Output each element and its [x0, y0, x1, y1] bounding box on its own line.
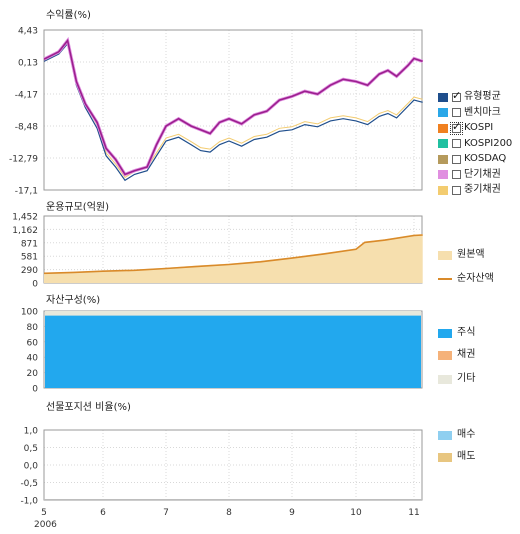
- aum-y-tick-label: 1,452: [12, 213, 38, 223]
- assets-y-tick-label: 60: [27, 338, 39, 348]
- legend-returns-label: 유형평균: [464, 91, 501, 102]
- x-tick-label: 9: [289, 508, 295, 518]
- returns-y-tick-label: -12,79: [9, 155, 38, 165]
- assets-y-tick-label: 80: [27, 323, 39, 333]
- legend-stock: 주식: [438, 326, 475, 340]
- legend-checkbox[interactable]: [452, 185, 461, 195]
- returns-plot-frame: [43, 29, 423, 191]
- legend-principal-label: 원본액: [457, 249, 485, 260]
- legend-returns-label: 벤치마크: [464, 106, 501, 118]
- principal-swatch: [438, 250, 452, 260]
- legend-returns-item[interactable]: 중기채권: [438, 183, 501, 197]
- legend-checkbox[interactable]: [452, 170, 461, 179]
- legend-bond: 채권: [438, 348, 475, 362]
- legend-buy-label: 매수: [457, 429, 476, 440]
- legend-color-swatch: [438, 123, 448, 133]
- bond-swatch: [438, 350, 452, 360]
- legend-sell-label: 매도: [457, 451, 476, 462]
- legend-other: 기타: [438, 372, 475, 386]
- legend-returns-label: KOSDAQ: [464, 153, 507, 164]
- assets-title: 자산구성(%): [46, 294, 100, 306]
- other-swatch: [438, 374, 452, 384]
- legend-color-swatch: [438, 139, 448, 148]
- legend-checkbox[interactable]: [452, 89, 461, 103]
- legend-color-swatch: [438, 154, 448, 164]
- stock-swatch: [438, 328, 452, 338]
- legend-returns-item[interactable]: 벤치마크: [438, 106, 501, 120]
- sell-swatch: [438, 452, 452, 462]
- returns-line-ref: [43, 39, 423, 179]
- assets-area-stock: [45, 315, 421, 388]
- legend-returns-item[interactable]: KOSPI200: [438, 137, 512, 151]
- legend-net-assets-label: 순자산액: [457, 273, 494, 284]
- futures-title: 선물포지션 비율(%): [46, 401, 131, 413]
- returns-title: 수익률(%): [46, 9, 91, 21]
- net-assets-swatch: [438, 278, 452, 280]
- assets-y-tick-label: 100: [21, 308, 38, 318]
- returns-y-tick-label: -4,17: [15, 91, 38, 101]
- legend-color-swatch: [438, 185, 448, 195]
- futures-y-tick-label: -1,0: [20, 497, 38, 507]
- assets-y-tick-label: 0: [32, 385, 38, 395]
- legend-stock-label: 주식: [457, 327, 476, 338]
- legend-returns-item[interactable]: 단기채권: [438, 168, 501, 182]
- returns-line-fund: [43, 38, 423, 176]
- legend-other-label: 기타: [457, 373, 476, 384]
- returns-y-tick-label: 4,43: [18, 27, 38, 37]
- legend-returns-label: 단기채권: [464, 168, 501, 180]
- returns-y-tick-label: -8,48: [15, 123, 39, 133]
- aum-y-tick-label: 581: [21, 253, 38, 263]
- futures-y-tick-label: -0,5: [20, 479, 38, 489]
- legend-returns-label: KOSPI200: [464, 137, 513, 149]
- x-tick-label: 5: [41, 508, 47, 518]
- x-tick-label: 11: [408, 508, 419, 518]
- aum-y-tick-label: 0: [32, 280, 38, 290]
- aum-y-tick-label: 1,162: [12, 226, 38, 236]
- legend-net-assets: 순자산액: [438, 272, 494, 286]
- returns-line-fund-halo: [43, 36, 424, 177]
- legend-returns-item[interactable]: 유형평균: [438, 89, 501, 104]
- legend-bond-label: 채권: [457, 349, 476, 360]
- x-tick-label: 7: [163, 508, 169, 518]
- returns-y-tick-label: -17,1: [15, 187, 38, 197]
- futures-y-tick-label: 0,5: [24, 444, 38, 454]
- legend-color-swatch: [438, 108, 448, 117]
- futures-y-tick-label: 0,0: [24, 462, 39, 472]
- buy-swatch: [438, 430, 452, 440]
- legend-color-swatch: [438, 170, 448, 179]
- aum-title: 운용규모(억원): [46, 201, 109, 213]
- legend-checkbox[interactable]: [452, 108, 461, 117]
- legend-principal: 원본액: [438, 248, 485, 262]
- aum-y-tick-label: 871: [21, 239, 38, 249]
- aum-line-net-assets: [43, 234, 423, 275]
- x-tick-label: 8: [226, 508, 232, 518]
- legend-returns-label: 중기채권: [464, 184, 501, 195]
- x-tick-label: 10: [350, 508, 362, 518]
- legend-buy: 매수: [438, 428, 475, 442]
- legend-checkbox[interactable]: [452, 139, 461, 148]
- x-tick-label: 6: [100, 508, 106, 518]
- futures-y-tick-label: 1,0: [24, 427, 39, 437]
- assets-y-tick-label: 40: [27, 354, 39, 364]
- returns-line-kospi: [43, 42, 423, 182]
- legend-returns-item[interactable]: KOSPI: [438, 120, 494, 135]
- aum-area-principal: [44, 234, 423, 283]
- assets-y-tick-label: 20: [27, 369, 39, 379]
- legend-sell: 매도: [438, 450, 475, 464]
- x-year-label: 2006: [34, 520, 57, 530]
- legend-returns-item[interactable]: KOSDAQ: [438, 152, 506, 166]
- aum-y-tick-label: 290: [21, 266, 38, 276]
- legend-color-swatch: [438, 92, 448, 102]
- returns-y-tick-label: 0,13: [18, 59, 38, 69]
- legend-returns-label: KOSPI: [464, 122, 494, 133]
- legend-checkbox[interactable]: [452, 154, 461, 164]
- legend-checkbox[interactable]: [450, 120, 463, 135]
